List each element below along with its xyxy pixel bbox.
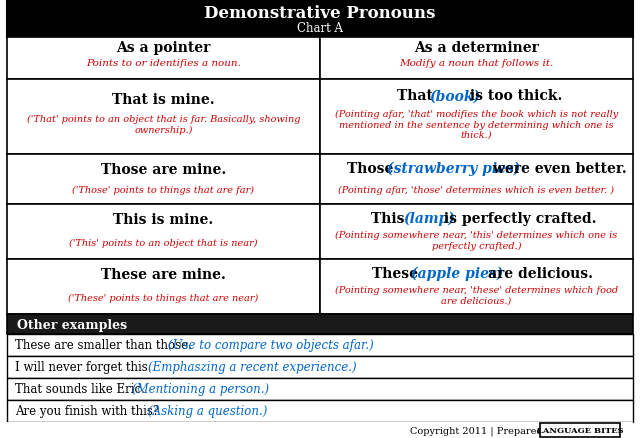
Text: (Pointing somewhere near, 'this' determines which one is
perfectly crafted.): (Pointing somewhere near, 'this' determi… xyxy=(335,230,618,250)
Text: Chart A: Chart A xyxy=(297,21,343,35)
Text: (book): (book) xyxy=(429,89,481,103)
Text: (Use to compare two objects afar.): (Use to compare two objects afar.) xyxy=(168,339,374,352)
Bar xyxy=(540,423,620,437)
Text: are delicious.: are delicious. xyxy=(483,266,593,280)
Text: (Mentioning a person.): (Mentioning a person.) xyxy=(132,383,269,396)
Text: As a determiner: As a determiner xyxy=(414,41,539,55)
Bar xyxy=(7,356,633,378)
Bar xyxy=(7,334,633,356)
Text: Those: Those xyxy=(348,162,399,176)
Text: (Asking a question.): (Asking a question.) xyxy=(148,405,267,417)
Text: Are you finish with this?: Are you finish with this? xyxy=(15,405,163,417)
Bar xyxy=(7,259,320,314)
Text: As a pointer: As a pointer xyxy=(116,41,211,55)
Text: (Emphaszing a recent experience.): (Emphaszing a recent experience.) xyxy=(148,360,356,374)
Bar xyxy=(7,205,320,259)
Bar xyxy=(7,378,633,400)
Bar xyxy=(320,155,633,205)
Text: That: That xyxy=(397,89,437,103)
Text: (Pointing somewhere near, 'these' determines which food
are delicious.): (Pointing somewhere near, 'these' determ… xyxy=(335,285,618,305)
Text: (apple pies): (apple pies) xyxy=(412,266,504,280)
Text: LANGUAGE BITES: LANGUAGE BITES xyxy=(537,426,623,434)
Text: Copyright 2011 | Prepared by: Copyright 2011 | Prepared by xyxy=(410,425,557,435)
Text: ('This' points to an object that is near): ('This' points to an object that is near… xyxy=(69,238,258,247)
Text: I will never forget this.: I will never forget this. xyxy=(15,360,156,374)
Text: This: This xyxy=(371,211,409,225)
Text: (strawberry pies): (strawberry pies) xyxy=(387,162,520,176)
Text: That is mine.: That is mine. xyxy=(112,93,215,107)
Bar xyxy=(7,155,320,205)
Bar xyxy=(320,259,633,314)
Text: (Pointing afar, 'those' determines which is even better. ): (Pointing afar, 'those' determines which… xyxy=(339,185,614,194)
Bar xyxy=(7,314,633,334)
Bar xyxy=(7,0,633,38)
Text: Demonstrative Pronouns: Demonstrative Pronouns xyxy=(204,4,436,21)
Text: Points to or identifies a noun.: Points to or identifies a noun. xyxy=(86,58,241,67)
Text: (lamp): (lamp) xyxy=(403,211,455,226)
Bar xyxy=(7,80,320,155)
Text: (Pointing afar, 'that' modifies the book which is not really
mentioned in the se: (Pointing afar, 'that' modifies the book… xyxy=(335,110,618,140)
Bar xyxy=(7,38,320,80)
Text: These are mine.: These are mine. xyxy=(101,268,226,282)
Text: Other examples: Other examples xyxy=(17,318,127,331)
Text: ('That' points to an object that is far. Basically, showing
ownership.): ('That' points to an object that is far.… xyxy=(27,115,300,134)
Bar xyxy=(320,38,633,80)
Text: is too thick.: is too thick. xyxy=(465,89,563,103)
Text: ('Those' points to things that are far): ('Those' points to things that are far) xyxy=(72,185,255,194)
Bar xyxy=(7,400,633,422)
Text: Those are mine.: Those are mine. xyxy=(101,162,226,177)
Bar xyxy=(320,205,633,259)
Text: were even better.: were even better. xyxy=(488,162,627,176)
Text: Modify a noun that follows it.: Modify a noun that follows it. xyxy=(399,58,554,67)
Bar xyxy=(7,422,633,438)
Bar xyxy=(320,80,633,155)
Text: These: These xyxy=(372,266,423,280)
Text: These are smaller than those.: These are smaller than those. xyxy=(15,339,196,352)
Text: This is mine.: This is mine. xyxy=(113,213,214,227)
Text: is perfectly crafted.: is perfectly crafted. xyxy=(439,211,596,225)
Text: That sounds like Eric.: That sounds like Eric. xyxy=(15,383,148,396)
Text: ('These' points to things that are near): ('These' points to things that are near) xyxy=(68,293,259,302)
